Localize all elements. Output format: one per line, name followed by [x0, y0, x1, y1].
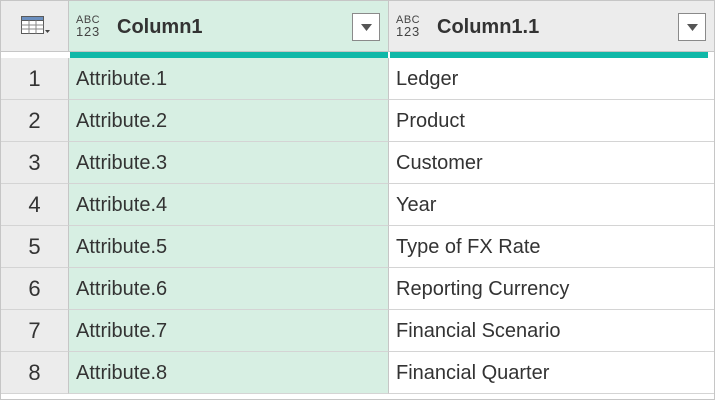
row-number[interactable]: 7: [1, 310, 69, 352]
column-quality-bar: [70, 52, 388, 58]
any-type-icon[interactable]: ABC 123: [76, 14, 101, 39]
table-cell[interactable]: Attribute.1: [69, 58, 389, 100]
row-number[interactable]: 8: [1, 352, 69, 394]
column-header-column1-1[interactable]: ABC 123 Column1.1: [389, 1, 714, 52]
table-row: 6 Attribute.6 Reporting Currency: [1, 268, 714, 310]
table-cell[interactable]: Attribute.2: [69, 100, 389, 142]
row-number[interactable]: 3: [1, 142, 69, 184]
column-filter-dropdown[interactable]: [678, 13, 706, 41]
column-filter-dropdown[interactable]: [352, 13, 380, 41]
table-row: 1 Attribute.1 Ledger: [1, 58, 714, 100]
table-cell[interactable]: Financial Quarter: [389, 352, 714, 394]
table-cell[interactable]: Product: [389, 100, 714, 142]
any-type-icon[interactable]: ABC 123: [396, 14, 421, 39]
chevron-down-icon: [687, 24, 698, 31]
chevron-down-icon: [361, 24, 372, 31]
table-row: 8 Attribute.8 Financial Quarter: [1, 352, 714, 394]
table-cell[interactable]: Attribute.3: [69, 142, 389, 184]
table-cell[interactable]: Attribute.5: [69, 226, 389, 268]
table-menu-button[interactable]: [1, 1, 69, 52]
row-number[interactable]: 5: [1, 226, 69, 268]
row-number[interactable]: 6: [1, 268, 69, 310]
table-cell[interactable]: Year: [389, 184, 714, 226]
table-cell[interactable]: Ledger: [389, 58, 714, 100]
table-row: 4 Attribute.4 Year: [1, 184, 714, 226]
column-header-column1[interactable]: ABC 123 Column1: [69, 1, 389, 52]
table-row: 2 Attribute.2 Product: [1, 100, 714, 142]
table-cell[interactable]: Reporting Currency: [389, 268, 714, 310]
table-row: 7 Attribute.7 Financial Scenario: [1, 310, 714, 352]
table-icon: [21, 16, 50, 34]
column-title: Column1.1: [437, 16, 540, 38]
row-number[interactable]: 4: [1, 184, 69, 226]
row-number[interactable]: 2: [1, 100, 69, 142]
table-cell[interactable]: Attribute.7: [69, 310, 389, 352]
table-cell[interactable]: Attribute.8: [69, 352, 389, 394]
table-row: 3 Attribute.3 Customer: [1, 142, 714, 184]
row-number[interactable]: 1: [1, 58, 69, 100]
table-cell[interactable]: Financial Scenario: [389, 310, 714, 352]
column-title: Column1: [117, 16, 203, 38]
table-cell[interactable]: Attribute.4: [69, 184, 389, 226]
table-row: 5 Attribute.5 Type of FX Rate: [1, 226, 714, 268]
table-cell[interactable]: Attribute.6: [69, 268, 389, 310]
table-cell[interactable]: Type of FX Rate: [389, 226, 714, 268]
table-cell[interactable]: Customer: [389, 142, 714, 184]
column-quality-bar: [390, 52, 708, 58]
